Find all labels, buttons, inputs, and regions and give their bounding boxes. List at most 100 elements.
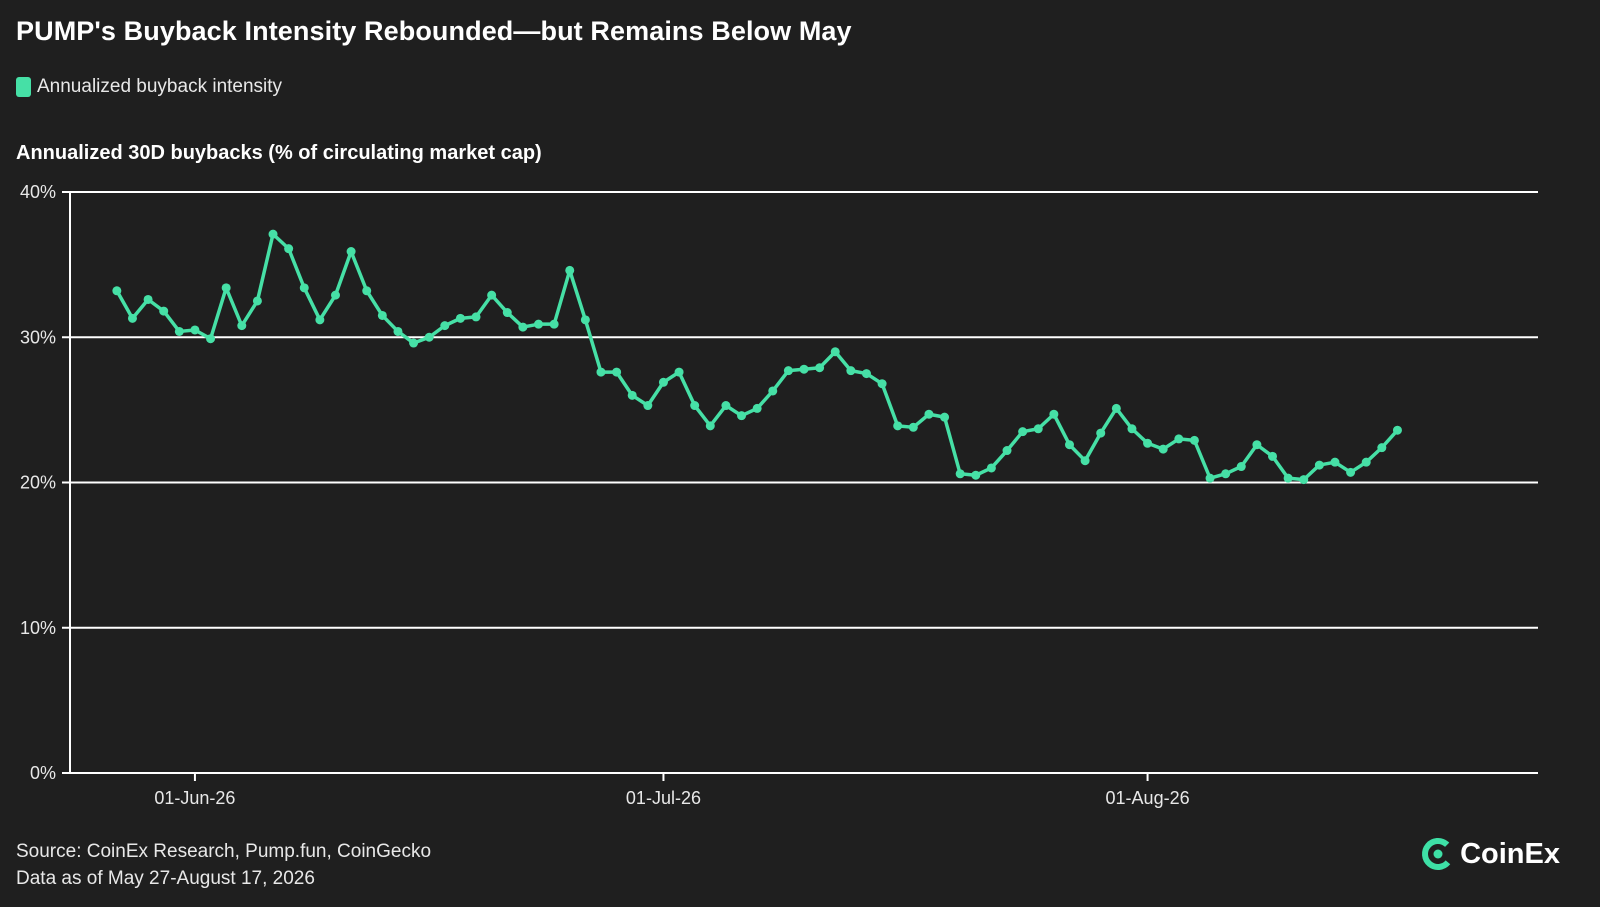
line-chart: 0% 10% 20% 30% 40% 01-Jun-26 01-Jul-26 01-Aug-… xyxy=(20,182,1538,808)
brand-name: CoinEx xyxy=(1460,837,1560,870)
data-point xyxy=(1002,446,1012,456)
y-tick-label: 0% xyxy=(30,763,56,783)
data-point xyxy=(1236,462,1246,472)
data-point xyxy=(1392,425,1402,435)
brand-logo: CoinEx xyxy=(1420,836,1560,872)
data-point xyxy=(1361,457,1371,467)
data-point xyxy=(627,390,637,400)
data-point xyxy=(206,334,216,344)
y-tick-label: 30% xyxy=(20,327,56,347)
data-point xyxy=(737,411,747,421)
data-point xyxy=(658,377,668,387)
data-point xyxy=(1064,440,1074,450)
data-point xyxy=(1189,435,1199,445)
chart-title: PUMP's Buyback Intensity Rebounded—but R… xyxy=(16,16,852,46)
data-point xyxy=(924,409,934,419)
y-tick-label: 10% xyxy=(20,618,56,638)
data-point xyxy=(643,401,653,411)
data-point xyxy=(518,322,528,332)
data-point xyxy=(1330,457,1340,467)
data-point xyxy=(580,315,590,325)
data-point xyxy=(830,347,840,357)
data-point xyxy=(393,326,403,336)
data-point xyxy=(861,369,871,379)
data-point xyxy=(455,313,465,323)
data-point xyxy=(377,310,387,320)
data-point xyxy=(1080,456,1090,466)
data-point xyxy=(1314,460,1324,470)
data-point xyxy=(221,283,231,293)
data-point xyxy=(549,319,559,329)
data-point xyxy=(299,283,309,293)
data-point xyxy=(1283,473,1293,483)
data-point xyxy=(846,366,856,376)
data-point xyxy=(1111,403,1121,413)
data-point xyxy=(112,286,122,296)
data-point xyxy=(565,265,575,275)
data-point xyxy=(955,469,965,479)
data-point xyxy=(471,312,481,322)
data-point xyxy=(768,386,778,396)
gridlines xyxy=(62,191,1538,774)
data-point xyxy=(612,367,622,377)
data-point xyxy=(1252,440,1262,450)
legend-label: Annualized buyback intensity xyxy=(37,76,283,97)
data-point xyxy=(596,367,606,377)
data-point xyxy=(424,332,434,342)
data-point xyxy=(1033,424,1043,434)
data-point xyxy=(190,325,200,335)
data-point xyxy=(893,421,903,431)
data-point xyxy=(1096,428,1106,438)
data-point xyxy=(940,412,950,422)
series-line xyxy=(115,232,1400,482)
y-tick-label: 20% xyxy=(20,473,56,493)
data-point xyxy=(705,421,715,431)
x-tick-labels: 01-Jun-26 01-Jul-26 01-Aug-26 xyxy=(154,788,1189,808)
data-point xyxy=(1018,427,1028,437)
data-point xyxy=(174,326,184,336)
series-points xyxy=(112,229,1402,485)
data-point xyxy=(409,338,419,348)
data-point xyxy=(252,296,262,306)
data-point xyxy=(908,422,918,432)
data-point xyxy=(284,244,294,254)
data-point xyxy=(1346,467,1356,477)
data-point xyxy=(315,315,325,325)
x-tick-label: 01-Aug-26 xyxy=(1106,788,1190,808)
data-point xyxy=(783,366,793,376)
data-point xyxy=(1299,475,1309,485)
data-point xyxy=(487,290,497,300)
y-axis-title: Annualized 30D buybacks (% of circulatin… xyxy=(16,142,542,164)
y-tick-label: 40% xyxy=(20,182,56,202)
axes xyxy=(69,192,1538,781)
data-point xyxy=(1158,444,1168,454)
coinex-logo-icon xyxy=(1420,836,1456,872)
data-point xyxy=(690,401,700,411)
source-note: Source: CoinEx Research, Pump.fun, CoinG… xyxy=(16,841,432,862)
data-point xyxy=(1049,409,1059,419)
chart-legend: Annualized buyback intensity xyxy=(16,76,282,98)
data-point xyxy=(1143,438,1153,448)
data-point xyxy=(1221,469,1231,479)
footer: Source: CoinEx Research, Pump.fun, CoinG… xyxy=(16,838,431,892)
data-point xyxy=(237,321,247,331)
data-point xyxy=(971,470,981,480)
data-point xyxy=(268,229,278,239)
data-point xyxy=(143,294,153,304)
data-point xyxy=(1127,424,1137,434)
y-tick-labels: 0% 10% 20% 30% 40% xyxy=(20,182,56,783)
data-point xyxy=(127,313,137,323)
data-point xyxy=(1268,451,1278,461)
data-point xyxy=(815,363,825,373)
data-point xyxy=(346,247,356,257)
x-tick-label: 01-Jul-26 xyxy=(626,788,701,808)
data-point xyxy=(877,379,887,389)
legend-swatch xyxy=(16,77,31,97)
data-point xyxy=(674,367,684,377)
data-range-note: Data as of May 27-August 17, 2026 xyxy=(16,868,315,889)
x-tick-label: 01-Jun-26 xyxy=(154,788,235,808)
data-point xyxy=(986,463,996,473)
data-point xyxy=(1205,473,1215,483)
data-point xyxy=(362,286,372,296)
data-point xyxy=(159,306,169,316)
